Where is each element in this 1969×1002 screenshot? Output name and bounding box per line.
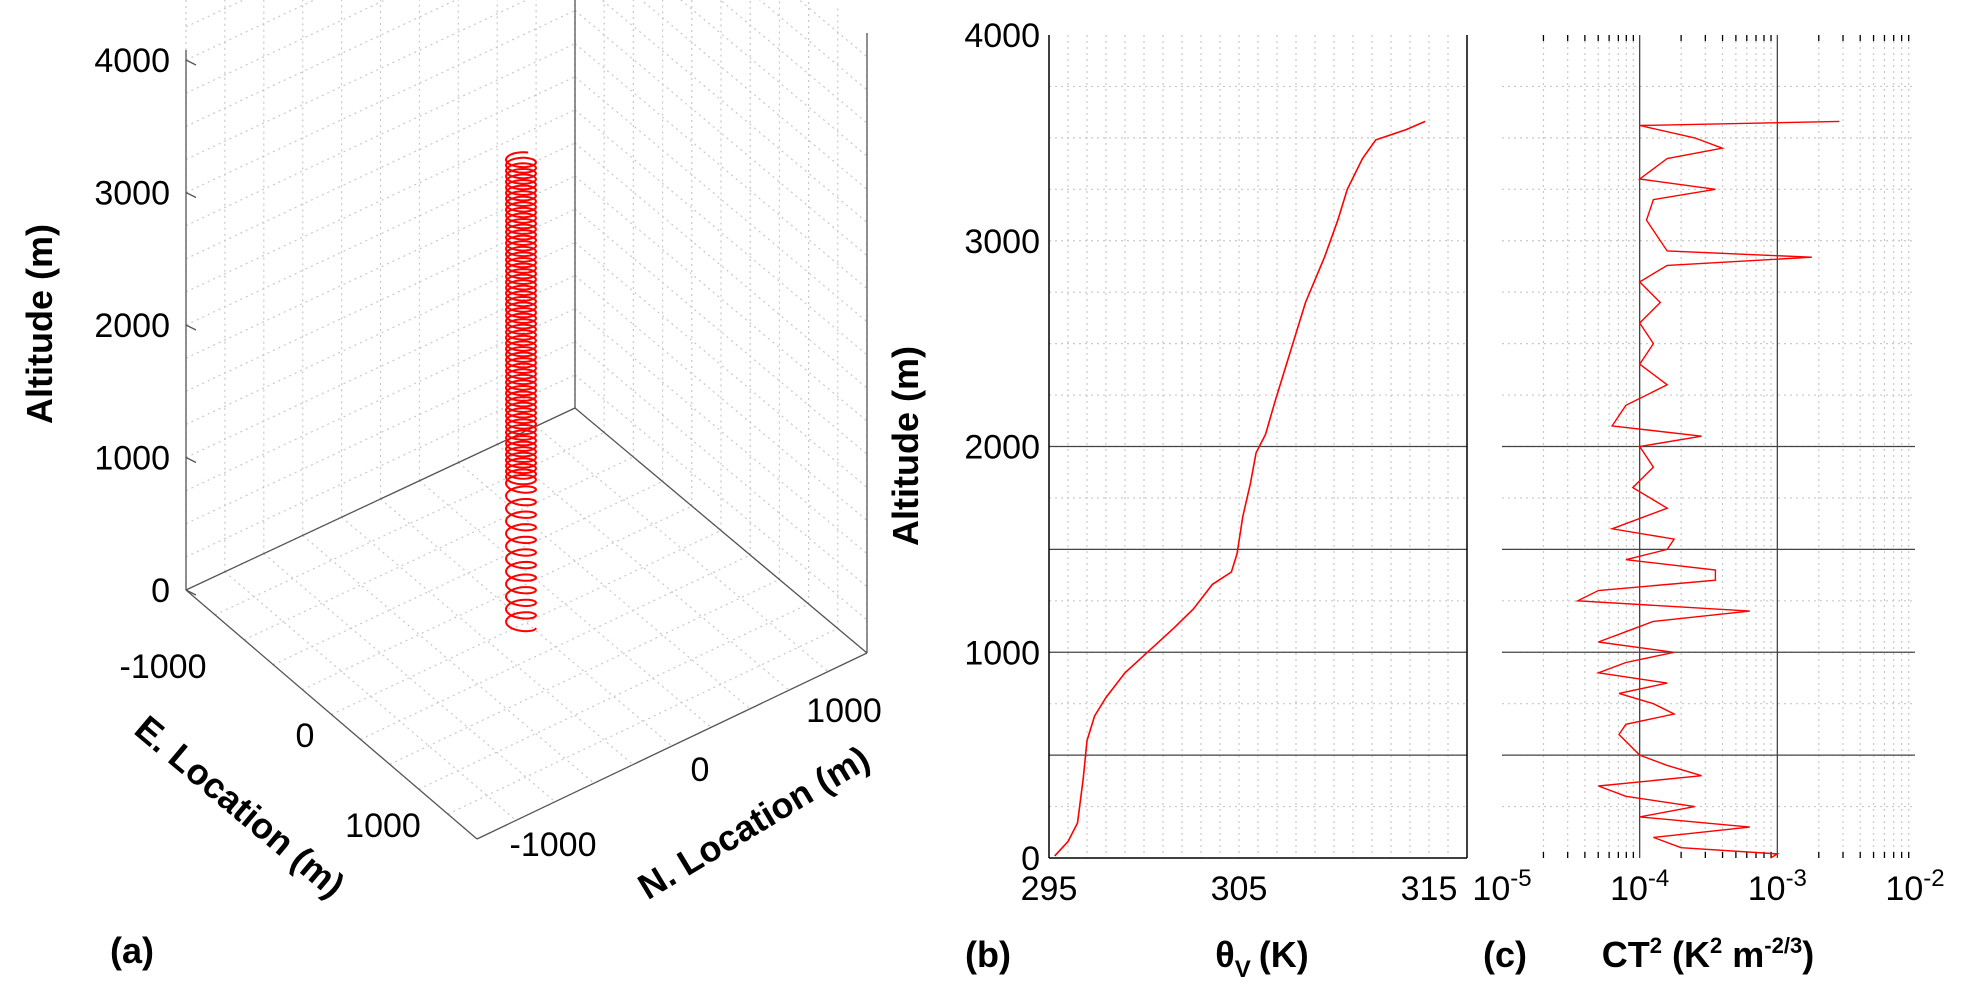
y-tick-label: 4000 (964, 17, 1040, 55)
floor-grid-line (380, 498, 673, 747)
right-wall-altitude-grid-line (798, 0, 868, 58)
unit-m: m (1722, 934, 1764, 975)
x-tick-label: 10-5 (1472, 865, 1531, 908)
theta-symbol: θ (1215, 934, 1234, 975)
altitude-tick-label: 4000 (94, 42, 170, 80)
panel-c-xlabel: CT2 (K2 m-2/3) (1602, 933, 1814, 975)
x-tick-label: 10-4 (1610, 865, 1669, 908)
left-wall-altitude-grid-line (185, 0, 245, 28)
n-location-tick-label: 0 (691, 751, 710, 789)
theta-unit: (K) (1259, 934, 1309, 975)
e-location-tick-label: -1000 (120, 648, 207, 686)
panel-a-xlabel: E. Location (m) (127, 707, 353, 906)
ct-text: CT (1602, 934, 1650, 975)
ct-sup: 2 (1650, 933, 1662, 958)
floor-grid-line (419, 480, 712, 728)
altitude-tick-label: 1000 (94, 440, 170, 478)
y-tick-label: 1000 (964, 634, 1040, 672)
floor-grid-line (535, 425, 829, 673)
altitude-tick-label: 0 (151, 572, 170, 610)
panel-c-ct2-plot: 10-5 10-4 10-3 10-2 (1472, 35, 1945, 908)
x-tick-label: 295 (1021, 870, 1078, 908)
x-tick-exponent: -2 (1923, 865, 1944, 892)
x-tick-exponent: -4 (1648, 865, 1669, 892)
ct2-profile-line (1575, 120, 1840, 859)
x-tick-label: 10-2 (1885, 865, 1944, 908)
altitude-tick-mark (185, 191, 197, 199)
panel-a-3d-plot: 0 1000 2000 3000 4000 -1000 0 1000 -1000 0 1000 (94, 0, 882, 864)
x-tick-base: 10 (1610, 870, 1648, 908)
x-tick-base: 10 (1748, 870, 1786, 908)
floor-grid-line (263, 553, 556, 803)
panel-c-label: (c) (1483, 934, 1527, 975)
panel-b-label: (b) (965, 934, 1011, 975)
unit-k-sup: 2 (1710, 933, 1722, 958)
panel-a-ylabel: N. Location (m) (631, 737, 877, 907)
flight-trajectory-line (504, 151, 538, 633)
floor-back-right-line (574, 407, 868, 654)
e-location-tick-label: 0 (296, 717, 315, 755)
unit-m-sup: -2/3 (1764, 933, 1802, 958)
x-tick-base: 10 (1472, 870, 1510, 908)
x-tick-exponent: -3 (1786, 865, 1807, 892)
altitude-tick-label: 3000 (94, 175, 170, 213)
x-tick-label: 305 (1211, 870, 1268, 908)
altitude-tick-label: 2000 (94, 307, 170, 345)
panel-a-zlabel: Altitude (m) (19, 224, 60, 424)
floor-grid-line (496, 443, 790, 691)
panel-b-theta-v-plot: 0 1000 2000 3000 4000 295 305 315 (964, 17, 1468, 908)
altitude-tick-mark (185, 59, 197, 66)
panel-a-label: (a) (110, 930, 154, 971)
floor-grid-line (214, 431, 605, 616)
right-wall-altitude-grid-line (640, 0, 868, 190)
altitude-tick-mark (185, 324, 197, 331)
n-location-tick-label: 1000 (806, 692, 882, 730)
x-tick-exponent: -5 (1510, 865, 1531, 892)
panel-b-xlabel: θV (K) (1215, 934, 1308, 983)
right-wall-altitude-grid-line (574, 175, 868, 422)
altitude-tick-mark (185, 589, 197, 596)
floor-grid-line (418, 603, 809, 790)
panel-b-ylabel: Altitude (m) (885, 346, 926, 546)
right-wall-altitude-grid-line (601, 0, 868, 223)
e-location-axis-line (185, 589, 478, 840)
left-wall-altitude-grid-line (185, 0, 387, 94)
floor-grid-line (302, 534, 595, 784)
floor-grid-line (224, 571, 517, 821)
altitude-tick-mark (185, 456, 197, 464)
theta-subscript: V (1235, 956, 1251, 983)
floor-grid-line (457, 462, 751, 710)
theta-v-profile-line (1054, 120, 1426, 857)
unit-close: ) (1802, 934, 1814, 975)
x-tick-base: 10 (1885, 870, 1923, 908)
n-location-axis-line (476, 652, 868, 840)
x-tick-label: 10-3 (1748, 865, 1807, 908)
floor-grid-line (341, 516, 634, 766)
floor-grid-line (243, 456, 634, 641)
x-tick-label: 315 (1401, 870, 1458, 908)
e-location-tick-label: 1000 (345, 807, 421, 845)
unit-k: (K (1662, 934, 1710, 975)
right-wall-altitude-grid-line (574, 109, 868, 356)
y-tick-label: 3000 (964, 223, 1040, 261)
right-wall-altitude-grid-line (574, 374, 868, 621)
n-location-tick-label: -1000 (510, 826, 597, 864)
y-tick-label: 2000 (964, 429, 1040, 467)
y-tick-label: 0 (1021, 840, 1040, 878)
